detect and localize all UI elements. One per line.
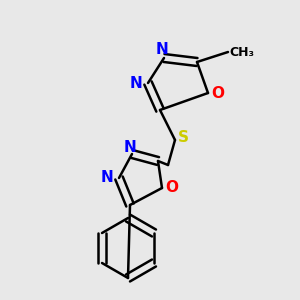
Text: S: S <box>178 130 188 146</box>
Text: CH₃: CH₃ <box>230 46 254 59</box>
Text: O: O <box>212 85 224 100</box>
Text: N: N <box>100 170 113 185</box>
Text: N: N <box>130 76 142 91</box>
Text: N: N <box>156 43 168 58</box>
Text: O: O <box>166 181 178 196</box>
Text: N: N <box>124 140 136 154</box>
